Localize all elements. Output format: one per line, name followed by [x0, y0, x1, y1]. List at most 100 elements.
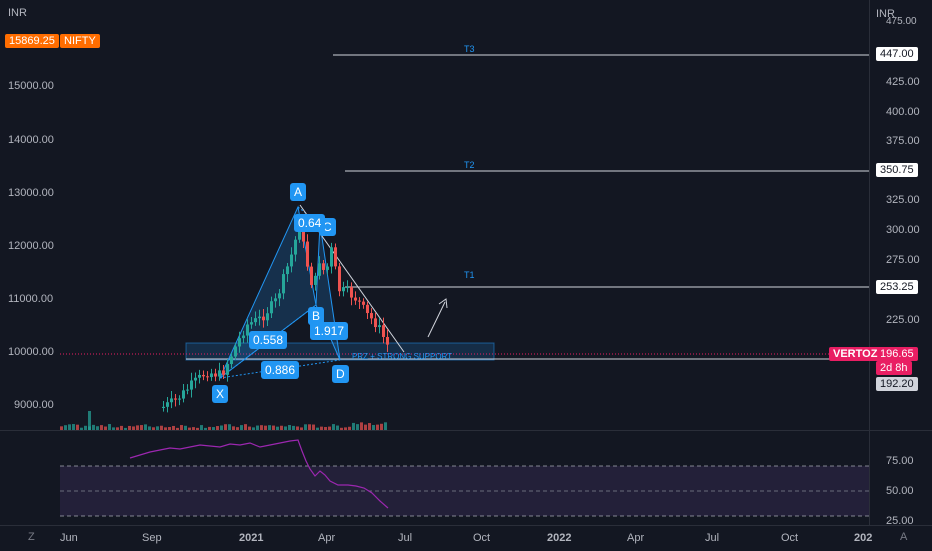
currency-label-left: INR: [8, 7, 27, 19]
time-tick: 202: [854, 532, 873, 544]
volume-bar: [176, 427, 179, 430]
candle-body: [334, 247, 337, 267]
price-chart-pane[interactable]: T3 T2 T1 PRZ + STRONG SUPPORT INR 15869.…: [0, 0, 870, 430]
volume-bar: [376, 424, 379, 430]
volume-bar: [348, 426, 351, 430]
candle-body: [162, 406, 165, 408]
candle-body: [310, 266, 313, 285]
volume-bar: [344, 427, 347, 430]
candle-body: [382, 325, 385, 337]
pattern-point-a: A: [290, 183, 307, 201]
candle-body: [274, 298, 277, 302]
target-price-t2: 350.75: [876, 163, 918, 177]
rsi-pane[interactable]: [0, 431, 870, 523]
candle-body: [302, 228, 305, 242]
volume-bar: [96, 426, 99, 430]
right-axis-tick: 300.00: [886, 224, 920, 236]
volume-bar: [260, 425, 263, 430]
candle-body: [262, 316, 265, 321]
pattern-point-b: B: [308, 307, 325, 325]
volume-bar: [280, 425, 283, 430]
volume-bar: [160, 425, 163, 430]
volume-bar: [60, 426, 63, 430]
volume-bar: [340, 427, 343, 430]
volume-bar: [80, 427, 83, 430]
auto-scale-button[interactable]: A: [900, 531, 908, 543]
volume-bar: [188, 427, 191, 430]
volume-bar: [108, 424, 111, 430]
volume-bar: [164, 427, 167, 430]
volume-bar: [124, 427, 127, 430]
candle-body: [250, 322, 253, 325]
currency-label-right: INR: [876, 8, 895, 20]
volume-bar: [216, 426, 219, 430]
volume-bar: [112, 427, 115, 430]
time-tick: Sep: [142, 532, 162, 544]
volume-bar: [184, 425, 187, 430]
price-axis-right[interactable]: INR 475.00 425.00 400.00 375.00 325.00 3…: [869, 0, 932, 430]
volume-bar: [72, 424, 75, 430]
candle-body: [218, 370, 221, 377]
volume-bar: [360, 422, 363, 430]
ratio-bcd: 1.917: [310, 322, 349, 340]
target-label-t2: T2: [464, 160, 475, 170]
right-axis-tick: 225.00: [886, 314, 920, 326]
volume-bar: [152, 427, 155, 430]
volume-bar: [256, 425, 259, 430]
pane-separator[interactable]: [0, 430, 932, 431]
candle-body: [278, 293, 281, 299]
support-price-badge: 192.20: [876, 377, 918, 391]
volume-bar: [276, 426, 279, 430]
volume-bar: [252, 427, 255, 430]
right-axis-tick: 275.00: [886, 254, 920, 266]
candle-body: [258, 316, 261, 319]
volume-bar: [232, 426, 235, 430]
volume-bar: [264, 425, 267, 430]
candle-body: [226, 364, 229, 375]
volume-bar: [352, 422, 355, 430]
candle-body: [190, 380, 193, 390]
volume-bar: [356, 424, 359, 430]
volume-bar: [312, 424, 315, 430]
volume-bar: [116, 427, 119, 430]
candle-body: [238, 338, 241, 347]
volume-bar: [104, 426, 107, 430]
volume-bar: [244, 424, 247, 430]
right-axis-tick: 400.00: [886, 106, 920, 118]
candle-body: [306, 241, 309, 267]
volume-bar: [368, 423, 371, 430]
rsi-axis-right[interactable]: 75.00 50.00 25.00: [869, 431, 932, 527]
volume-bar: [132, 426, 135, 430]
candlestick-series: [60, 222, 389, 430]
volume-bar: [380, 423, 383, 430]
volume-bar: [384, 422, 387, 430]
left-axis-tick: 13000.00: [8, 187, 54, 199]
candle-body: [170, 398, 173, 403]
candle-body: [222, 370, 225, 375]
volume-bar: [196, 427, 199, 430]
volume-bar: [88, 411, 91, 430]
candle-body: [214, 373, 217, 377]
left-axis-tick: 9000.00: [14, 399, 54, 411]
time-tick: Jul: [398, 532, 413, 544]
left-axis-tick: 11000.00: [8, 293, 54, 305]
volume-bar: [156, 426, 159, 430]
volume-bar: [144, 424, 147, 430]
bar-countdown: 2d 8h: [876, 361, 912, 375]
rsi-canvas[interactable]: [0, 431, 870, 523]
candle-body: [338, 266, 341, 292]
candle-body: [290, 254, 293, 267]
candle-body: [370, 313, 373, 319]
candle-body: [202, 374, 205, 377]
volume-bar: [292, 425, 295, 430]
volume-bar: [84, 425, 87, 430]
candle-body: [326, 266, 329, 270]
candle-body: [206, 376, 209, 378]
rsi-line: [129, 439, 389, 509]
rsi-axis-tick: 50.00: [886, 485, 914, 497]
zoom-button[interactable]: Z: [28, 531, 35, 543]
current-price-badge: 196.65: [876, 347, 918, 361]
time-axis[interactable]: Z Jun Sep 2021 Apr Jul Oct 2022 Apr Jul …: [0, 525, 932, 551]
price-chart-canvas[interactable]: T3 T2 T1 PRZ + STRONG SUPPORT: [0, 0, 870, 430]
ratio-abc: 0.64: [294, 214, 326, 232]
